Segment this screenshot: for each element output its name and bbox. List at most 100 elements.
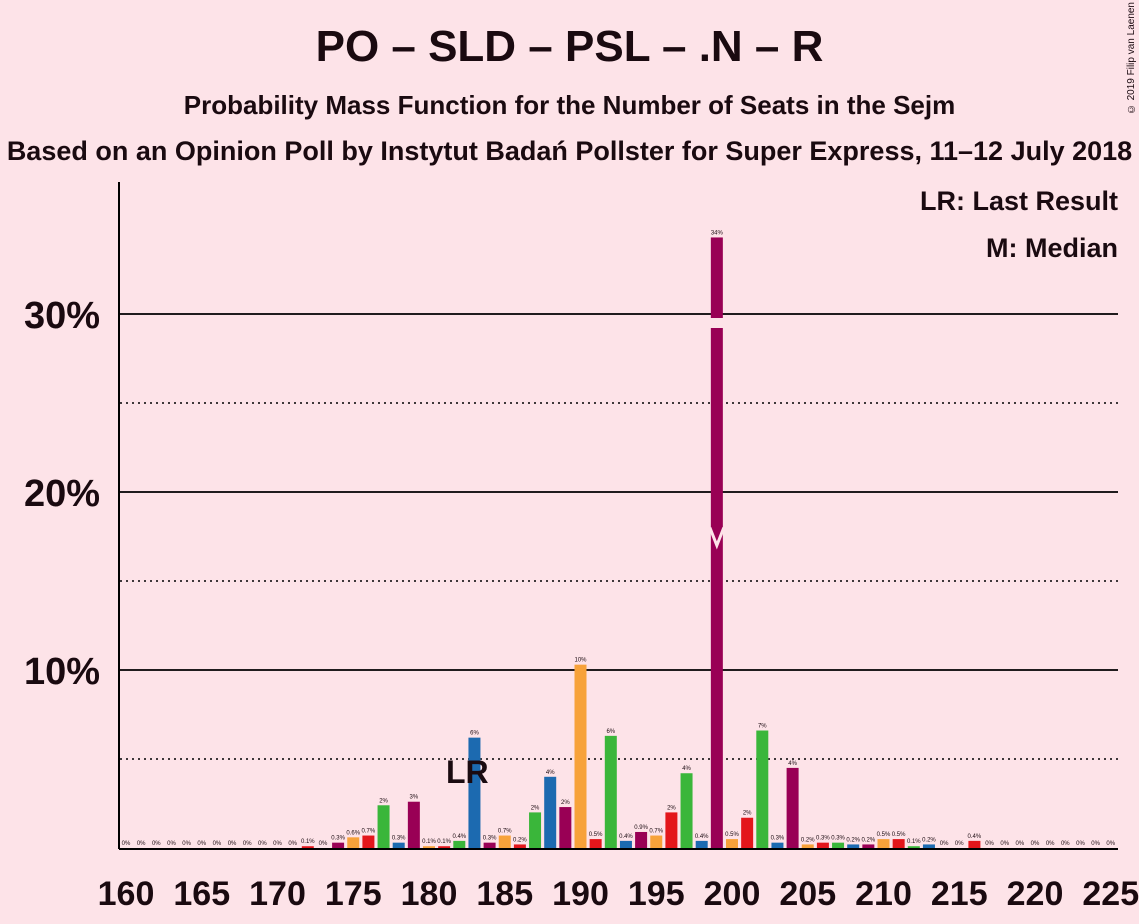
x-tick-label: 210 — [855, 875, 912, 913]
bar-value-label: 6% — [606, 729, 615, 735]
bar — [483, 842, 496, 848]
bar — [301, 846, 314, 848]
bar — [604, 735, 617, 848]
x-tick-label: 200 — [704, 875, 761, 913]
bar — [407, 801, 420, 848]
bar-value-label: 0.1% — [422, 839, 436, 845]
bar-value-label: 2% — [743, 811, 752, 817]
bar-value-label: 0.1% — [301, 839, 315, 845]
x-tick-label: 160 — [98, 875, 155, 913]
bar-value-label: 0.7% — [498, 829, 512, 835]
bar-value-label: 0% — [182, 841, 191, 847]
bar-value-label: 4% — [788, 761, 797, 767]
bar-value-label: 0.5% — [877, 832, 891, 838]
bar-value-label: 0% — [1091, 841, 1100, 847]
bar — [468, 737, 481, 848]
bar — [832, 842, 845, 848]
bar-value-label: 0.7% — [362, 829, 376, 835]
bar-value-label: 0% — [243, 841, 252, 847]
bar-value-label: 0.1% — [437, 839, 451, 845]
x-tick-label: 165 — [173, 875, 230, 913]
bar — [907, 846, 920, 848]
y-tick-label: 10% — [24, 651, 100, 693]
bar — [801, 844, 814, 848]
bar-value-label: 0% — [1106, 841, 1115, 847]
bar — [771, 842, 784, 848]
bar-value-label: 0% — [1000, 841, 1009, 847]
y-tick-label: 20% — [24, 473, 100, 515]
bar — [529, 812, 542, 848]
x-tick-label: 195 — [628, 875, 685, 913]
bar-value-label: 0.4% — [695, 834, 709, 840]
bar — [877, 839, 890, 848]
bar-value-label: 0% — [228, 841, 237, 847]
bar-value-label: 0% — [985, 841, 994, 847]
bar-value-label: 0% — [122, 841, 131, 847]
bar-value-label: 0.4% — [619, 834, 633, 840]
bar — [574, 664, 587, 848]
bar-value-label: 4% — [546, 770, 555, 776]
bar — [589, 839, 602, 848]
bar-value-label: 0% — [1016, 841, 1025, 847]
bar — [922, 844, 935, 848]
bar-value-label: 0% — [1061, 841, 1070, 847]
bar-value-label: 0% — [1031, 841, 1040, 847]
bar — [332, 842, 345, 848]
x-tick-label: 180 — [401, 875, 458, 913]
bar-value-label: 34% — [711, 230, 724, 236]
bar — [968, 840, 981, 848]
x-tick-label: 215 — [931, 875, 988, 913]
bar-value-label: 0.9% — [634, 825, 648, 831]
bar-value-label: 0.3% — [816, 836, 830, 842]
bar-value-label: 0.3% — [483, 836, 497, 842]
bar — [862, 844, 875, 848]
bar-value-label: 0% — [288, 841, 297, 847]
bar — [513, 844, 526, 848]
bar — [695, 840, 708, 848]
bar-value-label: 0.5% — [589, 832, 603, 838]
bar-value-label: 10% — [574, 658, 587, 664]
bar — [438, 846, 451, 848]
bar — [786, 767, 799, 848]
bar-value-label: 0% — [940, 841, 949, 847]
bar-value-label: 0.6% — [346, 830, 360, 836]
chart-title: PO – SLD – PSL – .N – R — [315, 22, 824, 71]
bar — [741, 817, 754, 848]
bar — [680, 773, 693, 848]
bar — [362, 835, 375, 848]
x-tick-label: 225 — [1082, 875, 1139, 913]
bar — [423, 846, 435, 848]
bar-value-label: 0.2% — [513, 837, 527, 843]
legend-median: M: Median — [986, 233, 1118, 263]
bar — [377, 805, 390, 848]
bar — [635, 831, 648, 848]
bar-value-label: 4% — [682, 766, 691, 772]
x-tick-label: 220 — [1007, 875, 1064, 913]
x-tick-label: 175 — [325, 875, 382, 913]
bar — [347, 837, 360, 848]
bar-value-label: 0.3% — [331, 836, 345, 842]
bar-value-label: 0% — [258, 841, 267, 847]
bar-value-label: 0% — [213, 841, 222, 847]
x-tick-label: 185 — [476, 875, 533, 913]
bar-value-label: 0% — [197, 841, 206, 847]
bar-value-label: 0.3% — [771, 836, 785, 842]
bar — [544, 776, 557, 848]
bar-value-label: 0.4% — [968, 834, 982, 840]
bar — [650, 835, 663, 848]
legend-last-result: LR: Last Result — [920, 186, 1118, 216]
bar — [392, 842, 405, 848]
x-tick-label: 205 — [779, 875, 836, 913]
bar-value-label: 0% — [137, 841, 146, 847]
bar — [892, 839, 905, 848]
bar-value-label: 0.1% — [907, 839, 921, 845]
chart-subtitle: Probability Mass Function for the Number… — [183, 90, 956, 120]
bar — [498, 835, 511, 848]
bar-value-label: 0.3% — [392, 836, 406, 842]
bar — [726, 839, 738, 848]
bar — [453, 840, 466, 848]
bar-value-label: 0% — [167, 841, 176, 847]
bar-value-label: 0% — [152, 841, 161, 847]
bar-value-label: 0.2% — [922, 837, 936, 843]
